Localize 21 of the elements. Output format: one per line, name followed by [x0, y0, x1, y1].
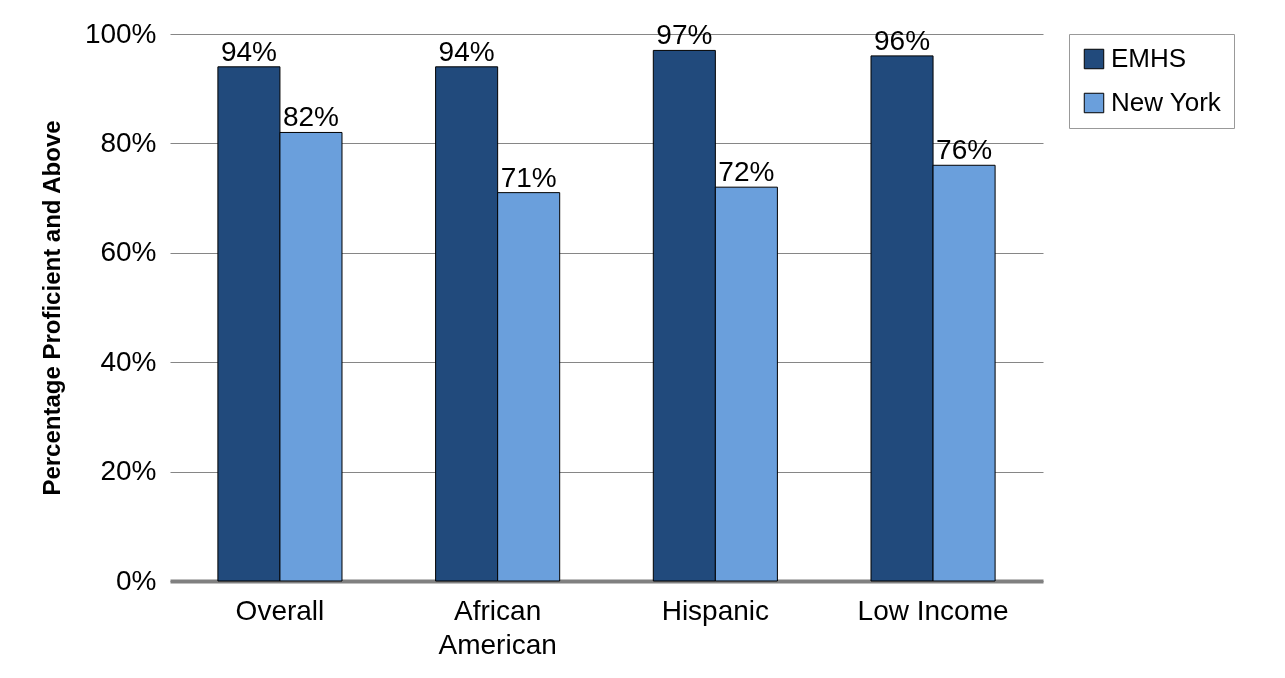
x-tick-label: Low Income [857, 594, 1009, 626]
data-label: 72% [718, 156, 775, 188]
data-label: 94% [438, 35, 495, 67]
y-tick-label: 20% [100, 455, 157, 487]
y-tick-label: 100% [84, 17, 157, 49]
y-tick-label: 0% [116, 564, 157, 596]
data-label: 94% [220, 35, 277, 67]
y-tick-label: 40% [100, 345, 157, 377]
legend-label: EMHS [1111, 43, 1187, 73]
x-tick-label: African American [438, 594, 557, 660]
data-label: 76% [936, 134, 993, 166]
y-tick-label: 80% [100, 126, 157, 158]
data-label: 97% [656, 19, 713, 51]
x-tick-label: Overall [235, 594, 325, 626]
data-label: 71% [500, 161, 557, 193]
y-tick-label: 60% [100, 236, 157, 268]
data-label: 96% [874, 24, 931, 56]
y-axis-title: Percentage Proficient and Above [37, 120, 65, 496]
data-label: 82% [282, 101, 339, 133]
legend-label: New York [1111, 87, 1222, 117]
x-tick-label: Hispanic [661, 594, 770, 626]
